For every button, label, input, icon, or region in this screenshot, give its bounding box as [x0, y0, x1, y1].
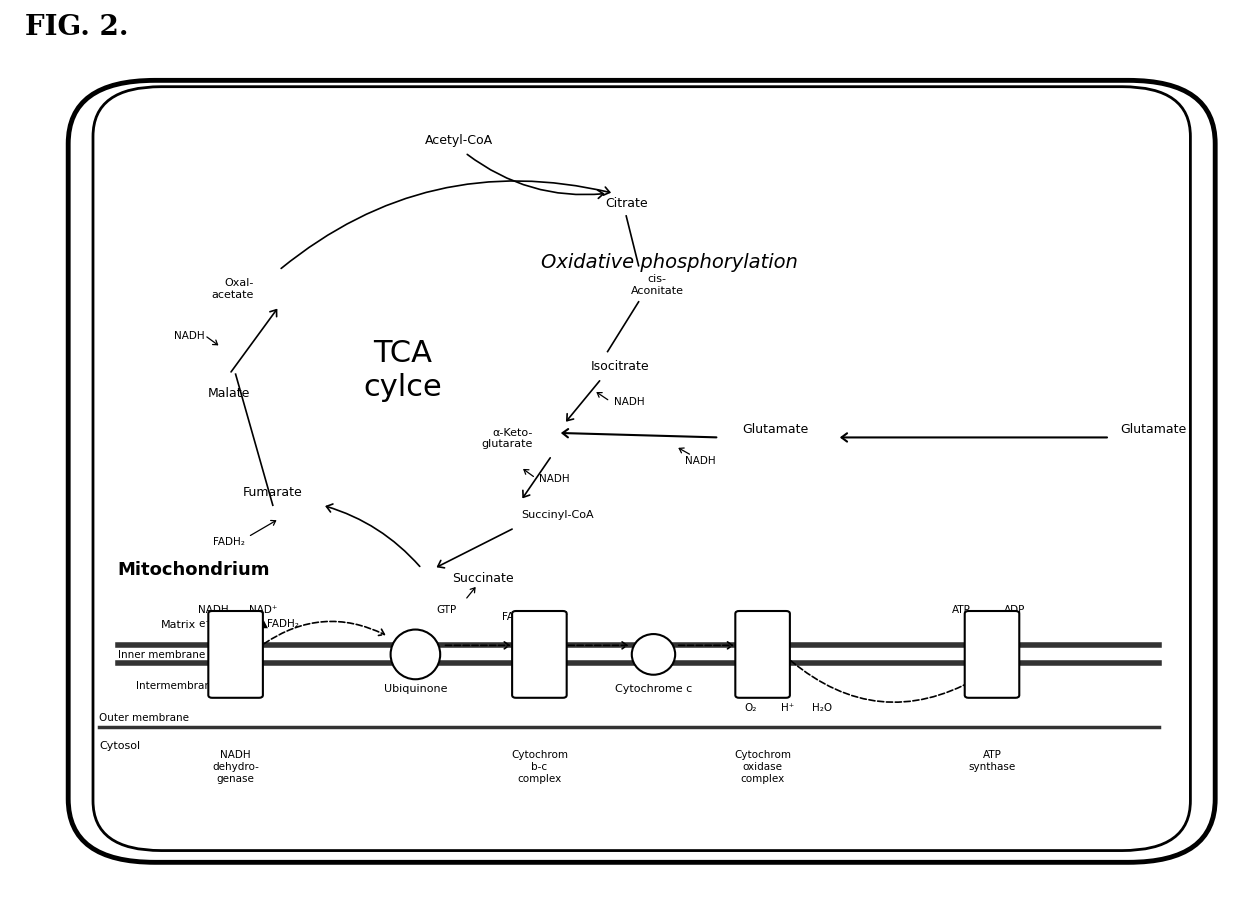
Text: Glutamate: Glutamate: [742, 423, 808, 435]
Text: Glutamate: Glutamate: [1120, 423, 1187, 435]
Text: Inner membrane: Inner membrane: [118, 649, 205, 660]
Text: Cytosol: Cytosol: [99, 740, 140, 750]
Text: e⁻ H⁺: e⁻ H⁺: [200, 618, 227, 628]
Text: ATP: ATP: [951, 604, 971, 615]
Text: Mitochondrium: Mitochondrium: [118, 560, 270, 578]
Text: Ubiquinone: Ubiquinone: [383, 684, 448, 694]
Text: Isocitrate: Isocitrate: [590, 359, 650, 372]
Ellipse shape: [391, 630, 440, 679]
Text: Malate: Malate: [208, 386, 250, 399]
Text: NADH: NADH: [614, 396, 645, 407]
Text: ▲FADH₂: ▲FADH₂: [260, 618, 300, 628]
FancyBboxPatch shape: [965, 611, 1019, 698]
FancyBboxPatch shape: [735, 611, 790, 698]
Text: Outer membrane: Outer membrane: [99, 712, 190, 722]
Text: Oxidative phosphorylation: Oxidative phosphorylation: [541, 252, 799, 272]
Text: NADH: NADH: [175, 330, 205, 341]
Text: H⁺: H⁺: [556, 610, 568, 621]
Text: Cytochrom
oxidase
complex: Cytochrom oxidase complex: [734, 749, 791, 783]
Text: H⁺: H⁺: [763, 610, 775, 621]
Text: Succinyl-CoA: Succinyl-CoA: [521, 509, 594, 520]
Text: NADH: NADH: [198, 604, 228, 615]
Text: α-Keto-
glutarate: α-Keto- glutarate: [482, 427, 533, 449]
Text: Acetyl-CoA: Acetyl-CoA: [425, 134, 492, 146]
Text: NADH
dehydro-
genase: NADH dehydro- genase: [212, 749, 259, 783]
Text: FADH₂: FADH₂: [213, 536, 246, 547]
Ellipse shape: [631, 634, 676, 675]
Text: O₂: O₂: [744, 702, 756, 712]
Text: H⁺: H⁺: [781, 702, 794, 712]
Text: TCA
cylce: TCA cylce: [363, 339, 443, 402]
Text: GTP: GTP: [436, 604, 456, 615]
Text: NAD⁺: NAD⁺: [249, 604, 277, 615]
Text: Cytochrome c: Cytochrome c: [615, 684, 692, 694]
FancyBboxPatch shape: [512, 611, 567, 698]
Text: Oxal-
acetate: Oxal- acetate: [212, 278, 254, 300]
Text: Cytochrom
b-c
complex: Cytochrom b-c complex: [511, 749, 568, 783]
Text: NADH: NADH: [686, 455, 715, 466]
Text: ATP
synthase: ATP synthase: [968, 749, 1016, 771]
Text: Fumarate: Fumarate: [243, 486, 303, 498]
Text: cis-
Aconitate: cis- Aconitate: [631, 274, 683, 295]
Text: FAD⁺: FAD⁺: [502, 610, 527, 621]
FancyBboxPatch shape: [208, 611, 263, 698]
Text: Citrate: Citrate: [605, 197, 647, 209]
Text: H₂O: H₂O: [812, 702, 832, 712]
Text: Matrix: Matrix: [161, 619, 196, 629]
Text: NADH: NADH: [539, 473, 570, 484]
Text: Succinate: Succinate: [453, 572, 515, 584]
Text: Intermembrane space: Intermembrane space: [136, 680, 252, 690]
Text: ADP: ADP: [1003, 604, 1025, 615]
Text: FIG. 2.: FIG. 2.: [25, 14, 128, 41]
